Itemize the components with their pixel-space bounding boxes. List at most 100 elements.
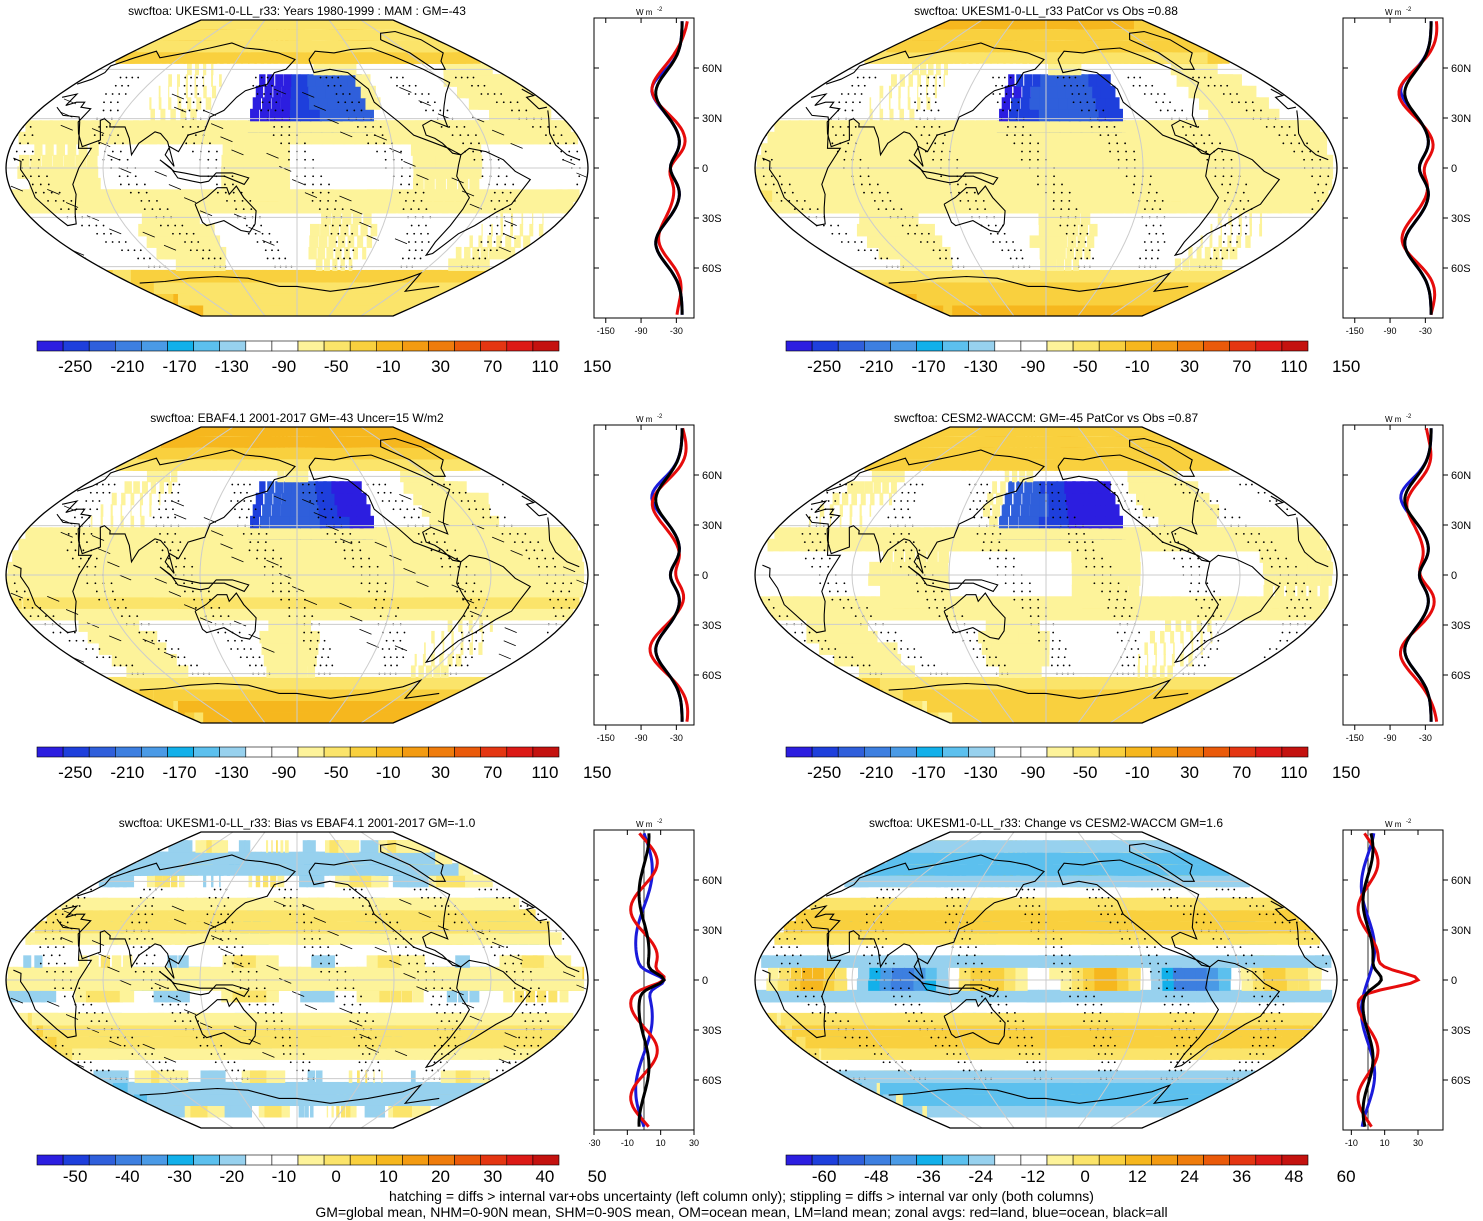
coastline-europe-asia (61, 42, 548, 167)
colorbar-label: -170 (162, 357, 197, 376)
colorbar-label: -170 (162, 763, 197, 782)
colorbar-label: -250 (807, 357, 842, 376)
coastline-antarctica (888, 1083, 1189, 1105)
map-ukesm-mean (5, 19, 589, 317)
colorbar-label: 60 (1336, 1167, 1356, 1186)
colorbar-label: 70 (1232, 763, 1252, 782)
lat-tick-label: 60N (702, 470, 722, 482)
colorbar-label: -10 (376, 763, 401, 782)
colorbar-label: -50 (1072, 763, 1098, 782)
colorbar-label: -210 (859, 357, 894, 376)
colorbar-swatch (1177, 1154, 1204, 1166)
zonal-unit-exp: -2 (1406, 819, 1412, 825)
lat-tick-label: 0 (1451, 975, 1457, 987)
lat-tick-label: 30N (702, 925, 722, 937)
lat-tick-label: 60S (1451, 1075, 1471, 1087)
coastline-north-america (308, 859, 462, 968)
zonal-tick-label: -150 (597, 733, 615, 743)
colorbar-label: -60 (811, 1167, 837, 1186)
zonal-ocean-line (650, 428, 684, 722)
colorbar-label: -36 (916, 1167, 941, 1186)
colorbar-swatch (532, 1154, 560, 1166)
colorbar-swatch (1124, 1154, 1152, 1166)
colorbar-swatch (942, 746, 970, 758)
coastline-south-america (424, 554, 532, 664)
colorbar-label: 30 (431, 357, 451, 376)
colorbar-swatch (1072, 340, 1100, 352)
lat-tick-label: 60S (702, 1075, 722, 1087)
colorbar-swatch (785, 1154, 813, 1166)
zonal-tick-label: -150 (1346, 733, 1364, 743)
zonal-ocean-line (1359, 833, 1377, 1127)
colorbar-swatch (219, 1154, 247, 1166)
colorbar-labels: -250 -210 -170 -130 -90 -50 -10 30 70 110 150 (36, 763, 611, 783)
coastline-africa (762, 918, 1329, 1039)
colorbar-swatch (1281, 746, 1309, 758)
colorbar-label: 70 (483, 763, 503, 782)
zonal-unit: W m (636, 8, 653, 17)
colorbar-swatch (245, 340, 273, 352)
zonal-tick-label: -150 (1346, 326, 1364, 336)
zonal-tick-label: -30 (1419, 733, 1432, 743)
colorbar-swatch (115, 1154, 142, 1166)
colorbar-swatch (994, 340, 1022, 352)
zonal-tick-label: 30 (1413, 1138, 1423, 1148)
zonal-tick-label: -30 (1419, 326, 1432, 336)
colorbar-swatch (245, 1154, 273, 1166)
colorbar-swatch (323, 1154, 351, 1166)
colorbar-label: 150 (582, 763, 612, 782)
zonal-unit-exp: -2 (657, 819, 663, 825)
colorbar-swatch (297, 746, 325, 758)
coastline-greenland (1129, 437, 1196, 477)
colorbar-swatch (916, 340, 943, 352)
colorbar-label: -10 (271, 1167, 297, 1186)
coastline-australia (194, 997, 257, 1045)
colorbar-swatch (1229, 746, 1257, 758)
zonal-mean-change: W m -2 60N 30N 0 30S 60S -10 10 30 (1342, 819, 1471, 1148)
zonal-mean-ukesm-patcor: W m -2 60N 30N 0 30S 60S -150 -90 -30 (1342, 7, 1471, 336)
colorbar-label: -30 (167, 1167, 192, 1186)
colorbar-labels: -60 -48 -36 -24 -12 0 12 24 36 48 60 (785, 1167, 1356, 1187)
coastline-south-america (1173, 959, 1281, 1069)
zonal-tick-label: 10 (1380, 1138, 1390, 1148)
colorbar-swatch (245, 746, 273, 758)
coastline-north-america (1057, 454, 1211, 563)
coastline-australia (943, 185, 1006, 233)
colorbar-label: -10 (1125, 357, 1150, 376)
coastline-indonesia (159, 159, 250, 186)
colorbar-swatch (88, 340, 116, 352)
colorbar-swatch (1072, 1154, 1100, 1166)
colorbar-swatch (994, 1154, 1022, 1166)
zonal-all-line (1403, 21, 1433, 315)
colorbar-swatch (785, 746, 813, 758)
colorbar-swatch (88, 1154, 116, 1166)
map-ebaf-obs (5, 426, 589, 724)
colorbar-label: 0 (1080, 1167, 1090, 1186)
colorbar-swatch (454, 746, 482, 758)
colorbar-label: -12 (1020, 1167, 1046, 1186)
colorbar-swatch (375, 340, 403, 352)
colorbar-swatch (323, 746, 351, 758)
colorbar-label: 50 (587, 1167, 607, 1186)
colorbar-label: -50 (1072, 357, 1098, 376)
zonal-unit-exp: -2 (657, 7, 663, 13)
colorbar-label: -130 (963, 357, 998, 376)
zonal-tick-label: 30 (689, 1138, 699, 1148)
colorbar-swatch (1281, 1154, 1309, 1166)
colorbar-swatch (1255, 746, 1283, 758)
colorbar-label: -130 (214, 357, 249, 376)
colorbar-swatch (942, 340, 970, 352)
lat-tick-label: 0 (1451, 570, 1457, 582)
lat-tick-label: 60S (1451, 670, 1471, 682)
zonal-unit-exp: -2 (1406, 414, 1412, 420)
colorbar-swatch (1072, 746, 1100, 758)
coastline-greenland (380, 842, 447, 882)
colorbar-swatch (480, 1154, 508, 1166)
colorbar-swatch (454, 340, 482, 352)
colorbar-swatch (1151, 1154, 1178, 1166)
footer-line-1: hatching = diffs > internal var+obs unce… (389, 1188, 1094, 1204)
lat-tick-label: 60N (1451, 875, 1471, 887)
coastline-indonesia (908, 971, 999, 998)
lat-tick-label: 60S (702, 263, 722, 275)
coastline-europe-asia (61, 449, 548, 574)
